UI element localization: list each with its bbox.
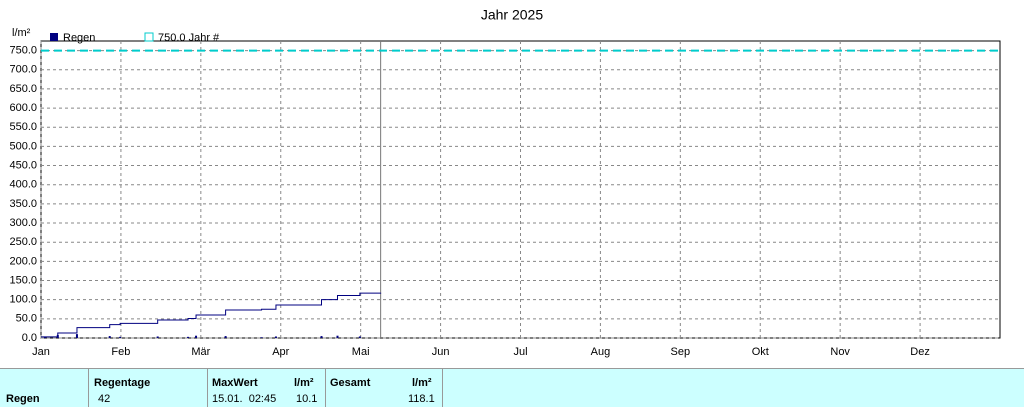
col-header: Gesamt [330, 377, 371, 389]
x-tick-label: Nov [830, 346, 850, 358]
cell: 15.01. 02:45 [212, 393, 277, 405]
bar [224, 336, 227, 338]
line [41, 292, 382, 338]
col-header: l/m² [294, 377, 314, 389]
x-tick-label: Dez [910, 346, 930, 358]
y-unit: l/m² [12, 27, 31, 39]
summary-table: Regen Regentage 42 MaxWert l/m² 15.01. 0… [0, 368, 1024, 407]
chart: Jahr 2025 l/m² 0.0 50.0 100.0 150.0 200.0 250… [9, 7, 1001, 358]
x-tick-label: Sep [671, 346, 691, 358]
bar [195, 335, 198, 338]
bar [108, 336, 111, 338]
bar [43, 336, 46, 338]
y-tick-label: 650.0 [9, 83, 37, 95]
bar [75, 334, 78, 338]
chart-title: Jahr 2025 [481, 7, 543, 23]
x-tick-label: Mai [352, 346, 370, 358]
cell: 118.1 [408, 393, 435, 405]
x-tick-label: Okt [752, 346, 769, 358]
col-header: MaxWert [212, 377, 258, 389]
x-tick-label: Jun [432, 346, 450, 358]
y-tick-label: 150.0 [9, 274, 37, 286]
bar [358, 336, 361, 338]
col-header: l/m² [412, 377, 432, 389]
cell: 10.1 [296, 393, 318, 405]
y-tick-label: 500.0 [9, 140, 37, 152]
x-tick-label: Jan [32, 346, 50, 358]
bar [260, 337, 263, 338]
row-label: Regen [6, 393, 40, 405]
y-tick-label: 300.0 [9, 217, 37, 229]
bar [119, 336, 122, 338]
legend-swatch [144, 32, 154, 42]
y-tick-label: 50.0 [16, 313, 37, 325]
y-tick-label: 250.0 [9, 236, 37, 248]
x-tick-label: Apr [272, 346, 289, 358]
y-tick-label: 100.0 [9, 294, 37, 306]
bar [187, 336, 190, 338]
separator [442, 369, 443, 407]
legend-label: 750.0 Jahr # [158, 32, 220, 44]
legend-swatch [50, 33, 58, 41]
y-tick-label: 400.0 [9, 179, 37, 191]
bar [156, 336, 159, 338]
separator [325, 369, 326, 407]
col-header: Regentage [94, 377, 151, 389]
x-tick-label: Feb [111, 346, 130, 358]
legend-label: Regen [63, 32, 95, 44]
bar [320, 336, 323, 338]
y-tick-label: 350.0 [9, 198, 37, 210]
x-tick-label: Jul [513, 346, 527, 358]
y-tick-label: 200.0 [9, 255, 37, 267]
separator [207, 369, 208, 407]
y-tick-label: 600.0 [9, 102, 37, 114]
y-tick-label: 450.0 [9, 159, 37, 171]
y-tick-label: 750.0 [9, 44, 37, 56]
separator [88, 369, 89, 407]
x-tick-label: Mär [191, 346, 210, 358]
bar [336, 335, 339, 338]
x-tick-label: Aug [591, 346, 611, 358]
y-tick-label: 0.0 [22, 332, 37, 344]
y-tick-label: 550.0 [9, 121, 37, 133]
cell: 42 [98, 393, 111, 405]
y-tick-label: 700.0 [9, 64, 37, 76]
bar [274, 336, 277, 338]
